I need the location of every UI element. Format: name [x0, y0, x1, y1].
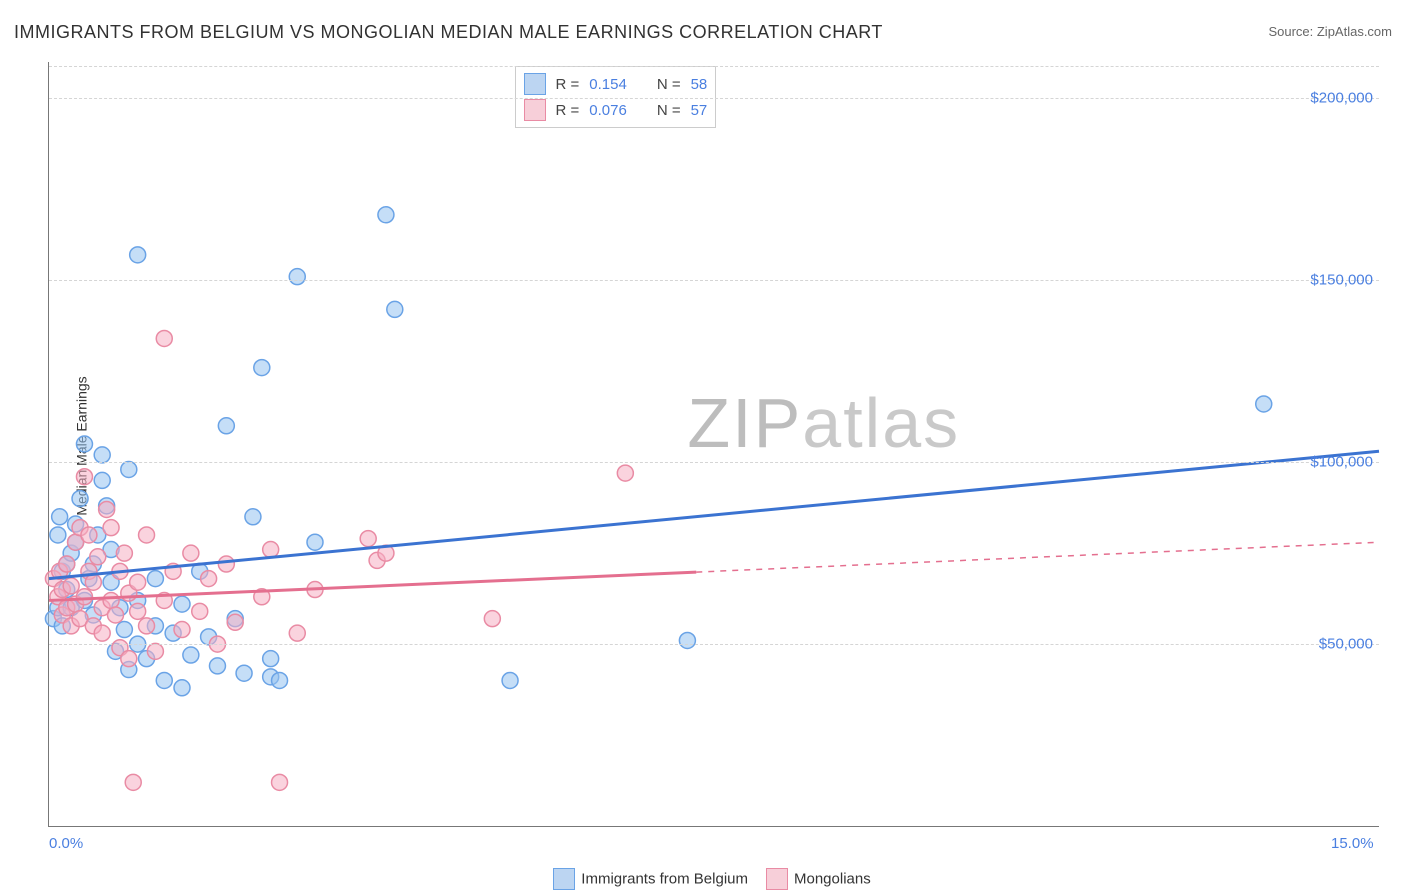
data-point-mongolians	[130, 574, 146, 590]
legend-n-value: 58	[691, 76, 708, 93]
data-point-mongolians	[116, 545, 132, 561]
data-point-mongolians	[81, 527, 97, 543]
gridline	[49, 280, 1379, 281]
data-point-mongolians	[360, 531, 376, 547]
data-point-mongolians	[99, 501, 115, 517]
legend-label: Immigrants from Belgium	[581, 871, 748, 888]
data-point-belgium	[218, 418, 234, 434]
data-point-mongolians	[156, 330, 172, 346]
data-point-mongolians	[263, 542, 279, 558]
data-point-mongolians	[103, 592, 119, 608]
legend-swatch	[766, 868, 788, 890]
plot-area: ZIPatlas R =0.154N =58R =0.076N =57 $50,…	[48, 62, 1379, 827]
data-point-mongolians	[59, 556, 75, 572]
gridline	[49, 66, 1379, 67]
data-point-belgium	[94, 447, 110, 463]
chart-container: IMMIGRANTS FROM BELGIUM VS MONGOLIAN MED…	[0, 0, 1406, 892]
data-point-mongolians	[272, 774, 288, 790]
data-point-belgium	[236, 665, 252, 681]
data-point-belgium	[272, 672, 288, 688]
data-point-mongolians	[103, 520, 119, 536]
data-point-belgium	[679, 632, 695, 648]
data-point-mongolians	[218, 556, 234, 572]
gridline	[49, 98, 1379, 99]
data-point-belgium	[307, 534, 323, 550]
correlation-legend: R = 0.154 N = 58 R = 0.076 N = 57	[515, 66, 717, 128]
y-tick-label: $50,000	[1319, 636, 1373, 653]
data-point-belgium	[289, 269, 305, 285]
y-tick-label: $100,000	[1310, 454, 1373, 471]
data-point-mongolians	[192, 603, 208, 619]
legend-n-value: 57	[691, 102, 708, 119]
data-point-belgium	[116, 622, 132, 638]
data-point-mongolians	[174, 622, 190, 638]
legend-r-value: 0.154	[589, 76, 627, 93]
x-tick-label: 0.0%	[49, 835, 83, 852]
data-point-belgium	[72, 491, 88, 507]
data-point-belgium	[147, 571, 163, 587]
source-name: ZipAtlas.com	[1317, 24, 1392, 39]
source-label: Source:	[1268, 24, 1316, 39]
data-point-belgium	[50, 527, 66, 543]
data-point-mongolians	[139, 527, 155, 543]
data-point-belgium	[209, 658, 225, 674]
data-point-mongolians	[201, 571, 217, 587]
data-point-mongolians	[183, 545, 199, 561]
data-point-belgium	[156, 672, 172, 688]
data-point-belgium	[254, 360, 270, 376]
data-point-belgium	[174, 596, 190, 612]
trend-line-mongolians-dashed	[696, 542, 1379, 572]
data-point-mongolians	[227, 614, 243, 630]
data-point-mongolians	[130, 603, 146, 619]
legend-row: R = 0.154 N = 58	[524, 71, 708, 97]
legend-swatch	[524, 99, 546, 121]
data-point-mongolians	[94, 625, 110, 641]
legend-n-label: N =	[657, 76, 681, 93]
x-tick-label: 15.0%	[1331, 835, 1374, 852]
data-point-belgium	[94, 472, 110, 488]
y-tick-label: $200,000	[1310, 90, 1373, 107]
chart-svg	[49, 62, 1379, 826]
data-point-mongolians	[76, 589, 92, 605]
legend-row: R = 0.076 N = 57	[524, 97, 708, 123]
chart-title: IMMIGRANTS FROM BELGIUM VS MONGOLIAN MED…	[14, 22, 883, 43]
data-point-belgium	[52, 509, 68, 525]
data-point-belgium	[263, 651, 279, 667]
legend-r-value: 0.076	[589, 102, 627, 119]
data-point-mongolians	[76, 469, 92, 485]
data-point-mongolians	[139, 618, 155, 634]
data-point-belgium	[121, 461, 137, 477]
legend-swatch	[524, 73, 546, 95]
legend-label: Mongolians	[794, 871, 871, 888]
data-point-belgium	[378, 207, 394, 223]
data-point-mongolians	[484, 611, 500, 627]
data-point-belgium	[387, 301, 403, 317]
trend-line-mongolians	[49, 572, 696, 600]
data-point-mongolians	[617, 465, 633, 481]
data-point-belgium	[130, 247, 146, 263]
data-point-belgium	[245, 509, 261, 525]
gridline	[49, 462, 1379, 463]
data-point-mongolians	[63, 578, 79, 594]
data-point-mongolians	[108, 607, 124, 623]
y-tick-label: $150,000	[1310, 272, 1373, 289]
data-point-mongolians	[125, 774, 141, 790]
data-point-mongolians	[90, 549, 106, 565]
legend-r-label: R =	[556, 76, 580, 93]
series-legend: Immigrants from Belgium Mongolians	[0, 868, 1406, 890]
data-point-belgium	[174, 680, 190, 696]
data-point-belgium	[76, 436, 92, 452]
data-point-mongolians	[147, 643, 163, 659]
data-point-belgium	[1256, 396, 1272, 412]
data-point-belgium	[502, 672, 518, 688]
gridline	[49, 644, 1379, 645]
legend-swatch	[553, 868, 575, 890]
data-point-mongolians	[289, 625, 305, 641]
legend-n-label: N =	[657, 102, 681, 119]
legend-r-label: R =	[556, 102, 580, 119]
source-credit: Source: ZipAtlas.com	[1268, 24, 1392, 39]
data-point-mongolians	[121, 651, 137, 667]
data-point-mongolians	[85, 574, 101, 590]
data-point-belgium	[183, 647, 199, 663]
